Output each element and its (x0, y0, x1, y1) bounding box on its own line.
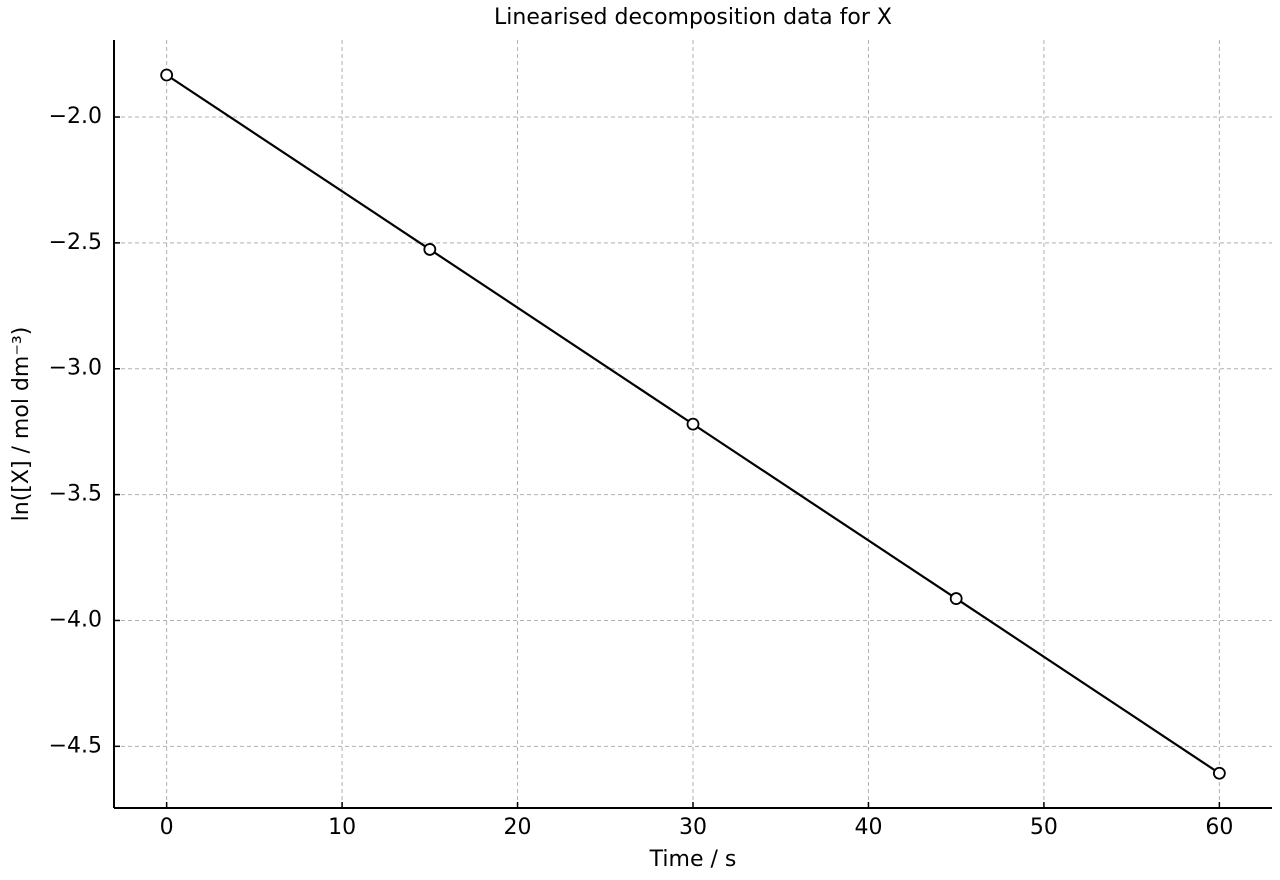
y-axis-label: ln([X] / mol dm⁻³) (9, 327, 34, 522)
y-tick-label: −3.5 (49, 482, 102, 507)
chart-title: Linearised decomposition data for X (494, 5, 892, 30)
y-tick-label: −2.5 (49, 230, 102, 255)
x-tick-label: 30 (679, 815, 707, 840)
x-tick-label: 10 (328, 815, 356, 840)
x-tick-label: 20 (504, 815, 532, 840)
data-point (160, 68, 174, 82)
y-tick-label: −3.0 (49, 356, 102, 381)
x-tick-label: 50 (1030, 815, 1058, 840)
data-point (1212, 766, 1226, 780)
y-tick-label: −4.5 (49, 733, 102, 758)
data-point (423, 243, 437, 256)
x-tick-label: 0 (160, 815, 174, 840)
x-axis-label: Time / s (649, 847, 737, 872)
y-tick-label: −2.0 (49, 104, 102, 129)
x-tick-label: 60 (1205, 815, 1233, 840)
data-point (686, 417, 700, 431)
y-tick-label: −4.0 (49, 607, 102, 632)
x-tick-label: 40 (854, 815, 882, 840)
data-point (949, 592, 963, 605)
